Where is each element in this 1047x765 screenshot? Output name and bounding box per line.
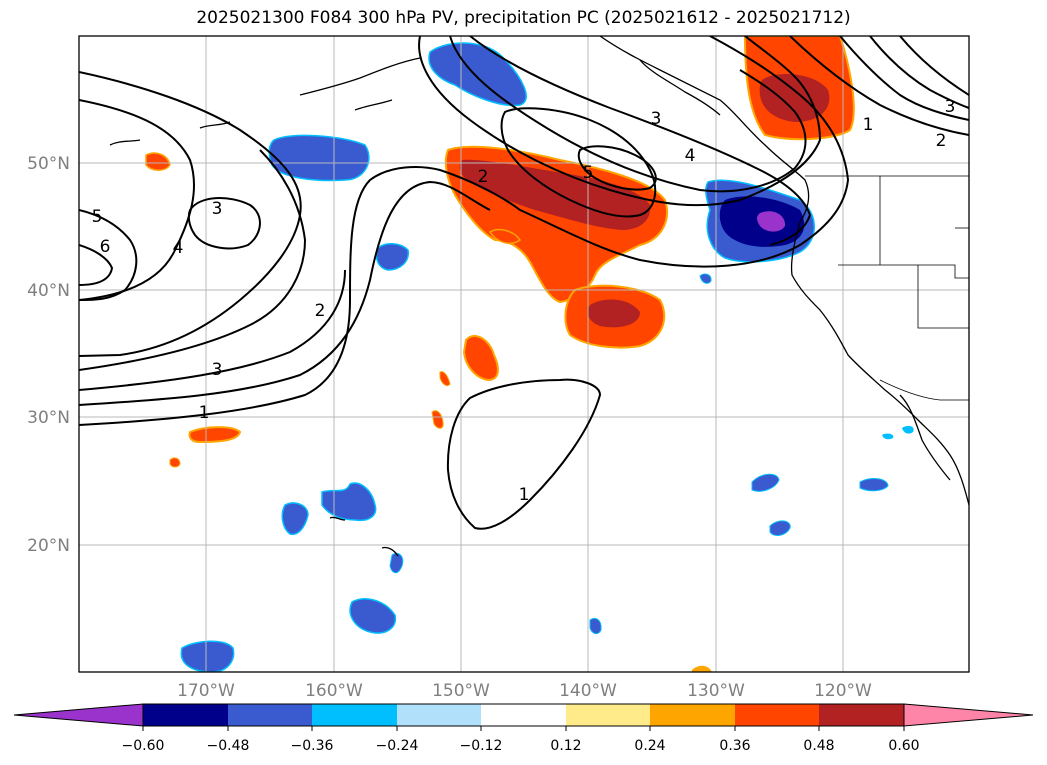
contour-label: 2: [936, 131, 947, 151]
coastlines: [109, 36, 969, 557]
contour-labels: 1 1 1 2 2 2 3 3 3 3 4 4 5 5 6: [92, 97, 956, 505]
colorbar-frame: [142, 703, 905, 727]
colorbar-tick-label: −0.36: [291, 738, 334, 754]
colorbar-min-extend: [13, 703, 144, 727]
pv-contours: [79, 36, 969, 530]
lat-tick-label: 30°N: [27, 408, 70, 428]
contour-label: 2: [315, 301, 326, 321]
colorbar-tick-label: 0.60: [888, 738, 919, 754]
colorbar-segment: [735, 704, 819, 726]
contour-label: 5: [583, 163, 594, 183]
colorbar-segment: [481, 704, 566, 726]
contour-label: 4: [685, 146, 696, 166]
lat-tick-label: 50°N: [27, 154, 70, 174]
lon-tick-label: 170°W: [177, 681, 235, 701]
contour-label: 3: [651, 109, 662, 129]
lat-tick-label: 20°N: [27, 536, 70, 556]
political-boundaries: [805, 175, 969, 401]
contour-label: 1: [199, 403, 210, 423]
colorbar-max-extend: [903, 703, 1034, 727]
map-panel: 1 1 1 2 2 2 3 3 3 3 4 4 5 5 6: [79, 36, 969, 672]
contour-label: 1: [519, 485, 530, 505]
contour-label: 3: [212, 360, 223, 380]
colorbar-tick-label: −0.12: [460, 738, 503, 754]
contour-label: 1: [863, 115, 874, 135]
colorbar-segment: [228, 704, 312, 726]
colorbar-tick-label: −0.24: [376, 738, 419, 754]
colorbar-segment: [819, 704, 904, 726]
contour-label: 3: [945, 97, 956, 117]
lon-tick-label: 130°W: [687, 681, 745, 701]
map-frame: [78, 35, 970, 673]
lon-tick-label: 150°W: [432, 681, 490, 701]
contour-label: 4: [173, 238, 184, 258]
contour-label: 2: [478, 167, 489, 187]
colorbar-segment: [143, 704, 228, 726]
contour-label: 6: [100, 237, 111, 257]
lon-tick-label: 140°W: [559, 681, 617, 701]
colorbar-tick-label: 0.12: [550, 738, 581, 754]
colorbar-segment: [566, 704, 650, 726]
colorbar-tick-label: 0.24: [634, 738, 665, 754]
contour-label: 5: [92, 207, 103, 227]
lat-tick-label: 40°N: [27, 281, 70, 301]
colorbar-segment: [312, 704, 397, 726]
colorbar-tick-label: −0.48: [207, 738, 250, 754]
contour-label: 3: [212, 199, 223, 219]
colorbar-tick-label: 0.48: [803, 738, 834, 754]
colorbar-segment: [397, 704, 481, 726]
lon-tick-labels: 170°W 160°W 150°W 140°W 130°W 120°W: [177, 681, 872, 701]
map-title: 2025021300 F084 300 hPa PV, precipitatio…: [196, 8, 851, 28]
colorbar-tick-label: 0.36: [719, 738, 750, 754]
lat-tick-labels: 50°N 40°N 30°N 20°N: [27, 154, 70, 556]
colorbar-segment: [650, 704, 735, 726]
colorbar-tick-label: −0.60: [122, 738, 165, 754]
lon-tick-label: 120°W: [814, 681, 872, 701]
colorbar: −0.60 −0.48 −0.36 −0.24 −0.12 0.12 0.24 …: [13, 703, 1034, 754]
lon-tick-label: 160°W: [305, 681, 363, 701]
gridlines: [79, 36, 969, 672]
